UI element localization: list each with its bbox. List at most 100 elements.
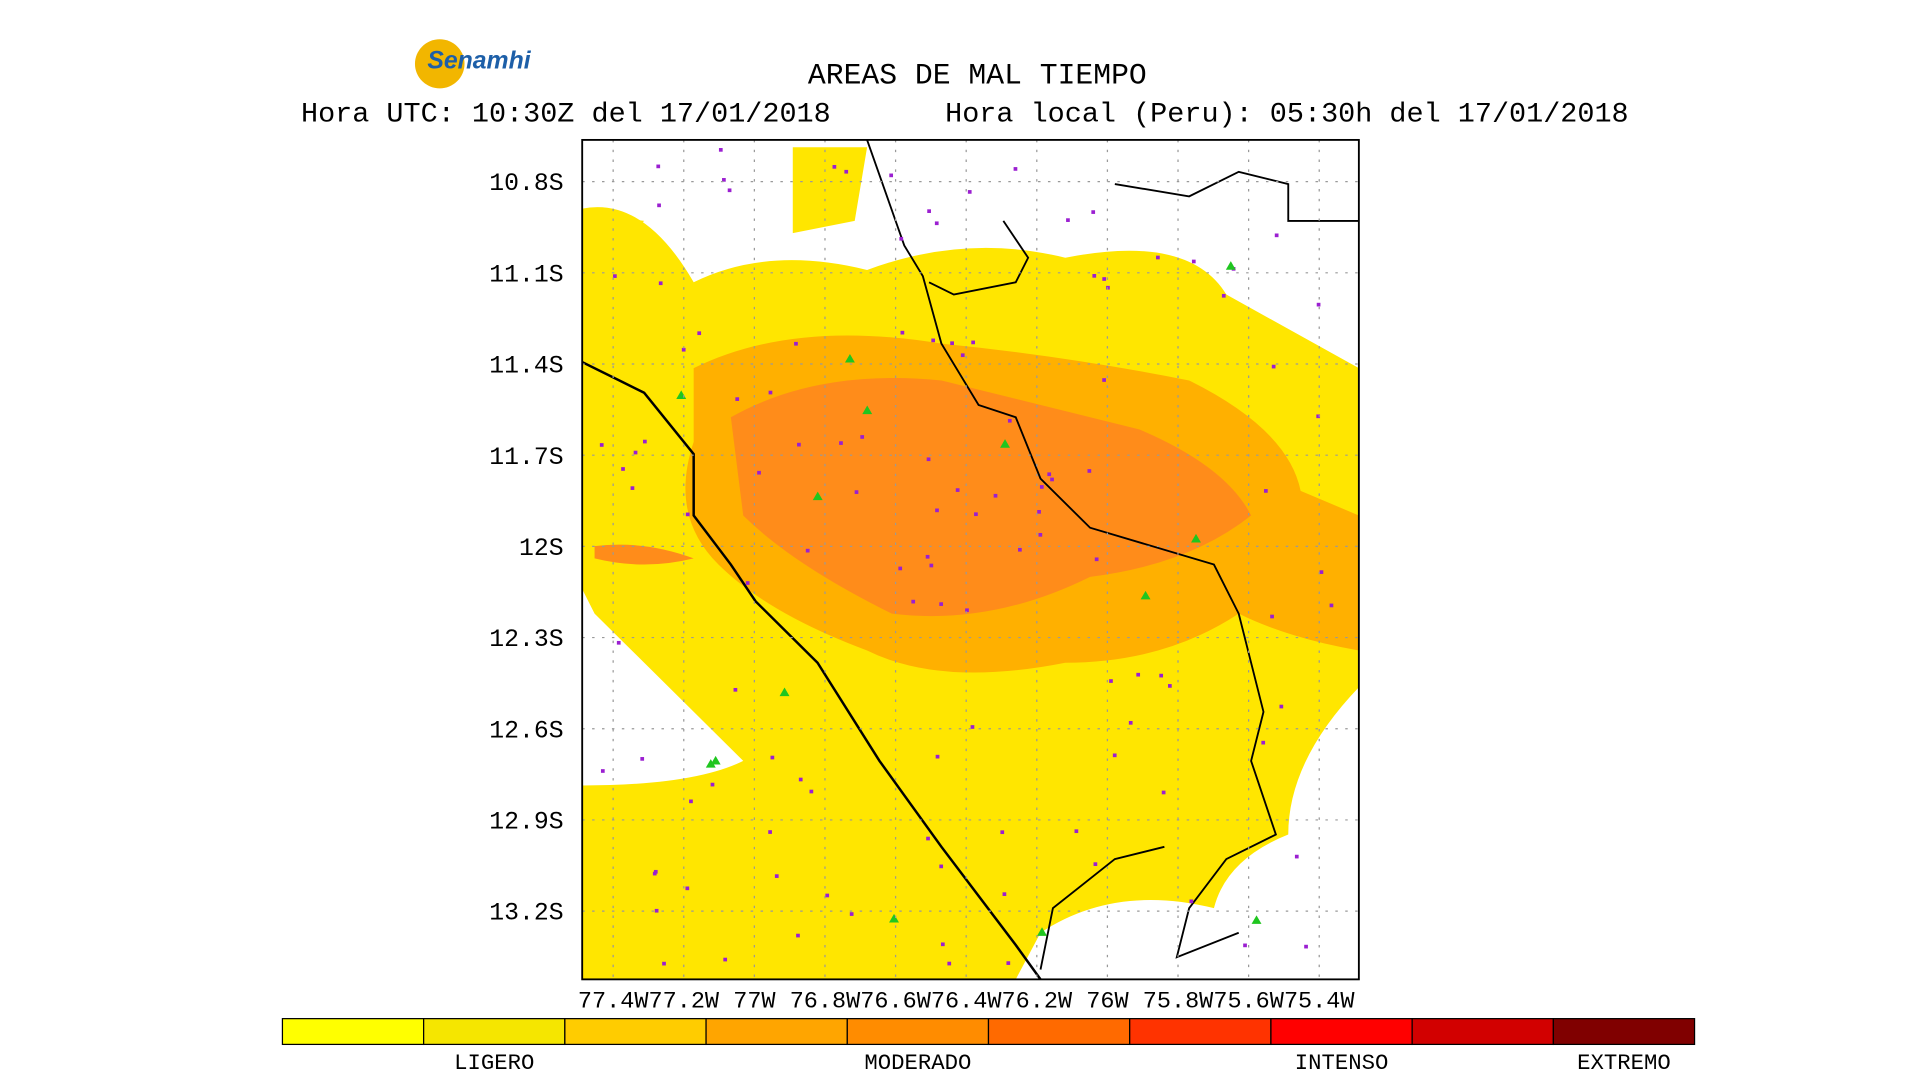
station [685,886,690,891]
logo-text: Senamhi [427,48,531,75]
station [710,782,715,787]
station [794,341,798,346]
station [1136,672,1141,677]
station [1271,364,1276,369]
station [929,563,934,568]
station [654,908,659,913]
station [1092,274,1097,278]
legend-swatch [846,1018,990,1046]
station [898,566,903,571]
station-marker [1225,261,1236,270]
logo: Senamhi [414,39,532,89]
station [1191,259,1196,264]
lon-label: 77W [733,990,776,1016]
station-marker [1251,915,1262,924]
lat-label: 11.7S [489,444,563,472]
station [1128,720,1133,725]
map-title: AREAS DE MAL TIEMPO [808,59,1147,93]
light-area [594,147,868,246]
station [1189,899,1194,904]
station [685,512,690,517]
lat-label: 11.4S [489,353,563,381]
lat-label: 13.2S [489,900,563,928]
station [757,470,761,475]
station-marker [710,755,721,765]
station [689,799,693,804]
station [1102,378,1106,382]
station-marker [844,353,855,363]
station-marker [889,913,899,923]
station [1221,293,1226,298]
station [1304,944,1308,949]
station-marker [1191,533,1201,543]
station-marker [1037,927,1047,936]
station [971,340,976,345]
station [643,439,647,444]
coastline [582,360,1042,980]
station [1168,684,1172,688]
station [722,178,726,182]
station [1074,829,1079,834]
station [849,912,854,916]
station [1006,961,1011,965]
station [960,353,965,358]
station [940,942,945,947]
station [926,836,930,841]
graticule: 10.8S 11.1S 11.4S 11.7S 12S 12.3S 12.6S 12.9S 13… [489,139,1359,1016]
legend-swatch [1411,1018,1554,1046]
legend-swatch [705,1018,848,1046]
station [805,548,810,553]
station [900,330,905,335]
lon-label: 75.4W [1284,990,1356,1016]
station [899,236,904,241]
station-marker [812,491,823,501]
legend-swatch [423,1018,566,1046]
station [1007,418,1012,423]
lon-label: 75.8W [1143,990,1215,1016]
lat-label: 11.1S [489,262,563,290]
station [652,871,657,876]
station [926,457,931,462]
station-marker [705,759,716,768]
local-time: Hora local (Peru): 05:30h del 17/01/2018 [945,98,1629,131]
station [1294,854,1299,859]
lon-label: 75.6W [1213,990,1285,1016]
station [832,165,837,169]
station [935,754,940,759]
station [1047,472,1052,477]
station [616,640,621,645]
station [681,347,686,352]
station [1087,469,1092,473]
station [657,203,661,208]
station [797,442,801,447]
station [911,599,916,604]
lon-label: 77.2W [648,990,720,1016]
region-border [866,139,1359,970]
station [955,488,960,492]
lat-label: 12.9S [489,809,563,837]
station [613,274,617,278]
station [950,341,954,346]
station [1279,704,1284,709]
lon-label: 76.6W [860,990,932,1016]
station [1050,477,1054,482]
station [825,893,830,898]
legend-swatch [1129,1018,1272,1046]
station [927,209,931,213]
utc-time: Hora UTC: 10:30Z del 17/01/2018 [301,98,831,131]
station [633,450,638,455]
station [1038,532,1043,537]
legend-label: INTENSO [1295,1051,1389,1076]
station [1018,547,1022,552]
station [718,148,723,152]
station [1013,167,1018,171]
station [809,789,814,794]
lat-label: 12S [519,535,564,563]
station [889,173,894,178]
station-marker [862,405,873,415]
station [967,190,972,194]
map-area [582,139,1359,980]
station [798,777,803,782]
legend: LIGERO MODERADO INTENSO EXTREMO [281,1018,1696,1076]
